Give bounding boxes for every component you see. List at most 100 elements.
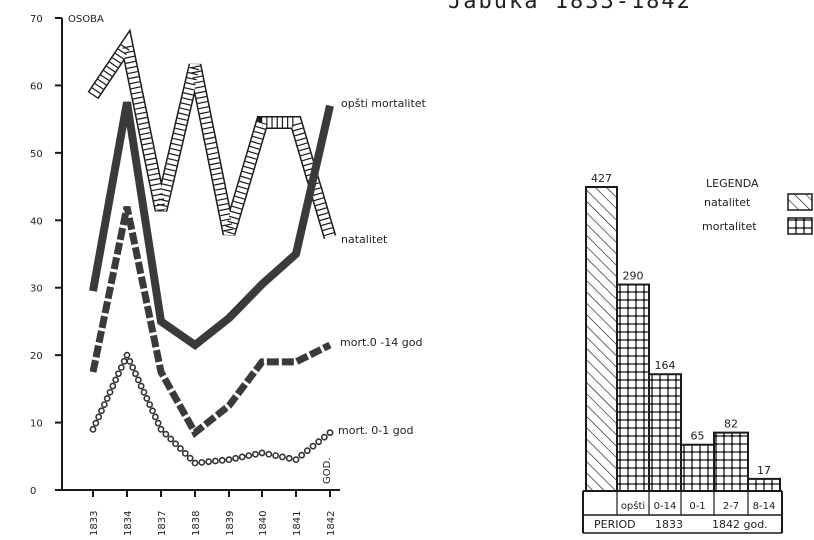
legend-title: LEGENDA [706,177,759,190]
bar [680,443,715,493]
series-point-mort-0-1 [238,453,246,461]
legend-label-mortalitet: mortalitet [702,220,757,233]
series-line-mort-0-14 [89,206,332,438]
series-point-mort-0-1 [211,457,219,465]
series-point-mort-0-1 [232,454,239,462]
x-tick-label: 1838 [191,511,202,536]
series-point-mort-0-1 [157,425,165,433]
period-start-label: 1833 [655,518,683,531]
series-point-mort-0-1 [320,433,328,441]
y-tick-label: 50 [30,149,43,160]
bar [713,431,749,492]
bar-category-labels: opšti 0-14 0-1 2-7 8-14 [616,491,776,515]
series-point-mort-0-1 [98,407,105,415]
x-tick-label: 1834 [123,511,134,536]
x-axis-ticks: 1833 1834 1837 1838 1839 1840 1841 1842 [89,490,337,536]
series-point-mort-0-1 [326,429,334,437]
series-point-mort-0-1 [265,450,273,458]
y-tick-label: 10 [30,419,43,430]
legend: LEGENDA natalitet mortalitet [702,177,813,235]
series-point-mort-0-1 [89,425,97,433]
series-point-mort-0-1 [126,357,134,365]
series-point-mort-0-1 [167,435,175,443]
series-point-mort-0-1 [205,458,212,466]
y-tick-label: 20 [30,351,43,362]
x-tick-label: 1839 [225,511,236,536]
bar-category-label: 0-14 [654,501,677,512]
bar-category-label: opšti [621,500,645,512]
series-point-mort-0-1 [186,454,194,462]
bars [585,186,781,493]
series-point-mort-0-1 [95,413,103,421]
series-point-mort-0-1 [251,450,259,458]
series-point-mort-0-1 [292,456,300,464]
series-point-mort-0-1 [120,357,128,365]
x-axis-unit-label: GOD. [322,458,333,485]
series-point-mort-0-1 [172,440,179,448]
period-label: PERIOD [594,518,636,531]
y-tick-label: 70 [30,14,43,25]
series-point-mort-0-1 [309,442,317,450]
bar-category-label: 2-7 [723,501,739,512]
x-tick-label: 1842 [326,511,337,536]
bar [747,477,781,492]
bar [616,283,650,492]
series-point-mort-0-1 [146,401,154,408]
series-point-mort-0-1 [315,438,323,446]
series-point-mort-0-1 [129,364,137,371]
line-series [87,28,337,467]
series-point-mort-0-1 [92,419,100,427]
series-point-mort-0-1 [100,401,108,408]
bar-value-label: 82 [724,418,738,431]
series-label: opšti mortalitet [341,97,427,110]
bar [648,373,682,492]
x-tick-label: 1840 [258,511,269,536]
series-point-mort-0-1 [137,382,145,390]
x-tick-label: 1841 [292,511,303,536]
legend-swatch-mortalitet [787,217,813,235]
series-line-opsti-mortalitet-hatch [88,32,335,239]
bar-value-label: 17 [757,464,771,477]
series-label: natalitet [341,233,388,246]
series-point-mort-0-1 [149,407,156,415]
bar-value-label: 290 [623,270,644,283]
legend-label-natalitet: natalitet [704,196,751,209]
series-point-mort-0-1 [154,419,162,427]
bar-value-labels: 427 290 164 65 82 17 [591,172,771,477]
series-point-mort-0-1 [143,395,151,402]
chart-title: Jabuka 1833-1842 [448,0,692,14]
series-point-mort-0-1 [198,458,206,466]
series-point-mort-0-1 [151,413,159,421]
series-point-mort-0-1 [123,351,131,359]
bar-category-label: 8-14 [753,501,776,512]
series-point-mort-0-1 [245,452,253,460]
series-point-mort-0-1 [181,449,189,457]
series-point-mort-0-1 [285,454,293,462]
bar-value-label: 65 [691,430,705,443]
series-point-mort-0-1 [103,395,111,402]
series-point-mort-0-1 [177,445,184,452]
y-tick-label: 30 [30,284,43,295]
bar-category-label: 0-1 [689,501,705,512]
y-tick-label: 40 [30,216,43,227]
series-point-mort-0-1 [278,453,286,461]
series-point-mort-0-1 [112,376,120,384]
series-point-mort-0-1 [225,456,233,464]
y-tick-label: 0 [30,486,36,497]
series-point-mort-0-1 [218,456,226,464]
series-line-natalitet [89,101,334,350]
legend-swatch-natalitet [787,193,813,211]
series-point-mort-0-1 [272,452,279,460]
y-axis-ticks: 0 10 20 30 40 50 60 70 [30,14,62,497]
series-point-mort-0-1 [140,388,148,396]
series-point-mort-0-1 [117,364,125,371]
series-point-mort-0-1 [162,430,170,438]
x-tick-label: 1833 [89,511,100,536]
series-point-mort-0-1 [109,382,117,390]
y-tick-label: 60 [30,81,43,92]
y-axis-label: OSOBA [68,14,104,25]
series-point-mort-0-1 [106,388,114,396]
series-label: mort.0 -14 god [340,336,422,349]
